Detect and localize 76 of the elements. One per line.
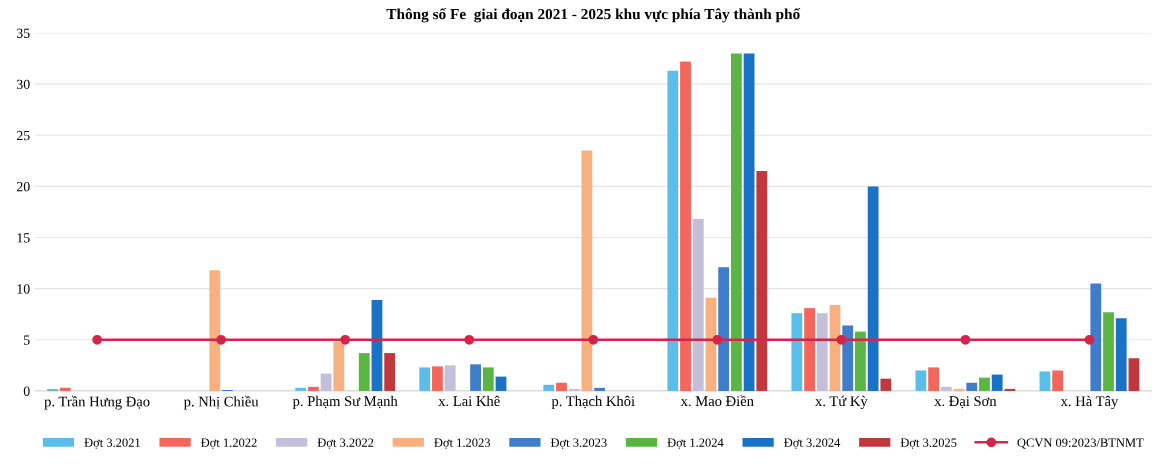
y-tick-label: 35: [16, 28, 30, 38]
bar: [991, 374, 1003, 391]
bar: [307, 386, 319, 391]
bar: [915, 370, 927, 391]
bar: [47, 388, 58, 391]
y-tick-label: 20: [16, 181, 30, 192]
y-tick-label: 5: [24, 335, 30, 345]
x-tick-label: p. Phạm Sư Mạnh: [292, 395, 398, 410]
bar: [855, 331, 866, 391]
bar: [333, 341, 345, 391]
chart-title: Thông số Fe giai đoạn 2021 - 2025 khu vực phía Tây thành phố: [386, 7, 801, 23]
bar: [59, 387, 71, 391]
bar: [419, 367, 431, 391]
bar: [568, 388, 580, 391]
x-tick-label: p. Nhị Chiều: [183, 395, 259, 410]
bar: [680, 61, 691, 391]
bar: [804, 308, 815, 391]
bar: [482, 367, 494, 391]
bar: [209, 270, 221, 391]
bar: [880, 378, 892, 391]
bar: [358, 353, 370, 391]
bar: [295, 387, 307, 391]
x-tick-label: p. Trần Hưng Đạo: [44, 395, 150, 410]
bar: [556, 382, 567, 391]
bar: [581, 150, 593, 391]
bar: [953, 388, 965, 391]
x-tick-label: x. Hà Tây: [1060, 395, 1119, 410]
bar: [470, 364, 481, 391]
bar: [594, 387, 606, 391]
x-tick-label: p. Thạch Khôi: [551, 395, 635, 410]
legend-label: Đợt 1.2024: [667, 438, 724, 449]
x-tick-label: x. Lai Khê: [438, 395, 500, 407]
y-tick-label: 30: [16, 79, 30, 90]
bar: [928, 367, 940, 391]
bar: [1128, 358, 1140, 391]
bar: [495, 376, 507, 391]
bar: [543, 384, 555, 391]
bar: [867, 186, 879, 391]
y-tick-label: 10: [17, 284, 30, 294]
bar: [692, 219, 704, 391]
bar: [1115, 318, 1127, 391]
legend-label: Đợt 3.2023: [550, 438, 607, 449]
bar: [1039, 371, 1051, 391]
bar: [1103, 312, 1114, 391]
y-tick-label: 15: [17, 233, 30, 243]
y-tick-label: 0: [23, 386, 30, 396]
legend-label: QCVN 09:2023/BTNMT: [1017, 438, 1144, 449]
bar: [756, 171, 768, 391]
legend-label: Đợt 3.2024: [784, 438, 841, 449]
bar: [1004, 388, 1016, 391]
bar: [718, 267, 730, 391]
bar: [1090, 283, 1102, 391]
y-tick-label: 25: [16, 130, 30, 141]
legend-label: Đợt 1.2022: [201, 438, 257, 449]
legend-label: Đợt 1.2023: [434, 438, 491, 449]
bar: [1052, 370, 1064, 391]
bar: [966, 382, 978, 391]
bar: [842, 325, 854, 391]
x-tick-label: x. Mao Điền: [680, 395, 754, 407]
bar: [791, 313, 803, 391]
bar: [320, 373, 332, 391]
bar: [371, 299, 383, 391]
bar: [384, 353, 396, 391]
bar: [667, 70, 679, 391]
bar: [432, 366, 443, 391]
bar: [743, 53, 755, 391]
legend-label: Đợt 3.2025: [900, 438, 957, 449]
bar: [979, 377, 990, 391]
bar: [730, 53, 742, 391]
bar: [816, 313, 828, 391]
bar: [940, 386, 952, 391]
legend-label: Đợt 3.2022: [317, 438, 374, 449]
bar: [444, 365, 456, 391]
x-tick-label: x. Đại Sơn: [934, 396, 997, 409]
legend-label: Đợt 3.2021: [84, 438, 140, 449]
x-tick-label: x. Tứ Kỳ: [815, 395, 868, 410]
